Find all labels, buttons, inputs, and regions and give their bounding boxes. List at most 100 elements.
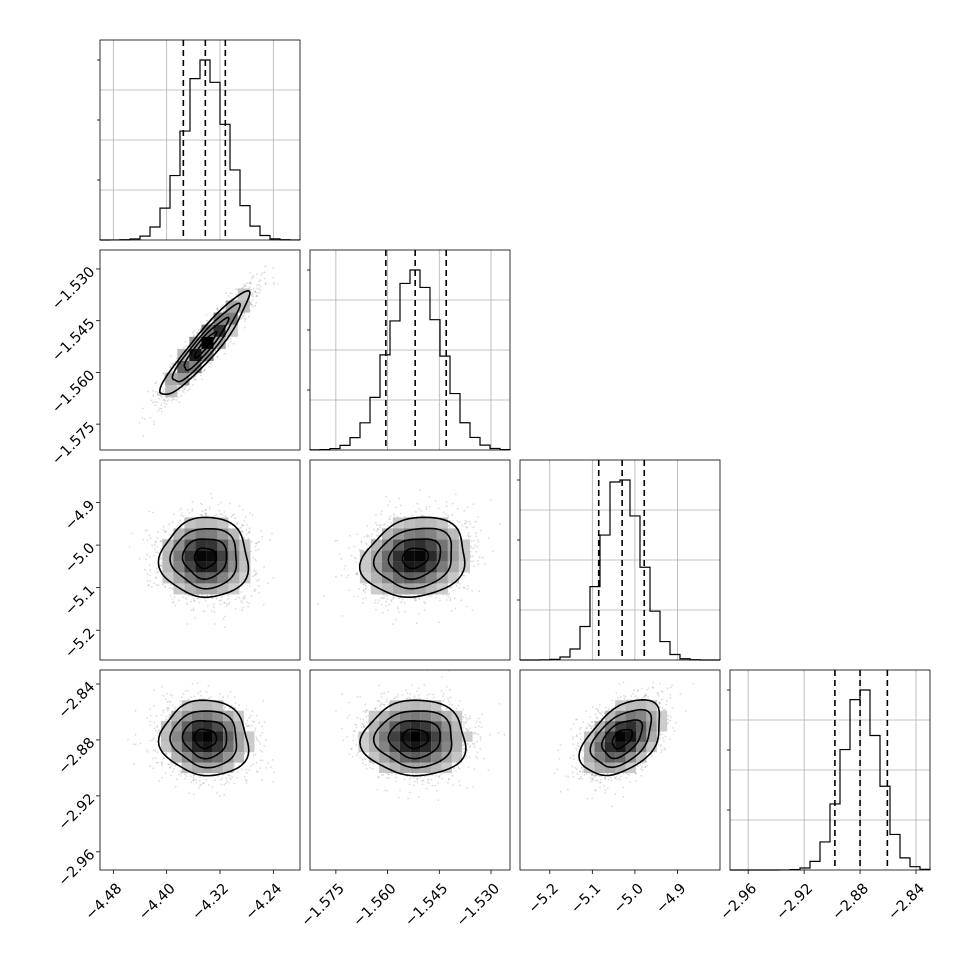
density-cell bbox=[184, 572, 196, 584]
density-cell bbox=[206, 561, 218, 573]
sample-point bbox=[256, 273, 258, 276]
sample-point bbox=[262, 603, 265, 606]
sample-point bbox=[381, 597, 384, 599]
density-cell bbox=[184, 539, 196, 551]
sample-point bbox=[163, 375, 166, 377]
sample-point bbox=[249, 512, 251, 515]
sample-point bbox=[219, 311, 222, 313]
sample-point bbox=[155, 577, 157, 579]
sample-point bbox=[242, 286, 245, 289]
histogram-panel-2 bbox=[517, 459, 721, 661]
sample-point bbox=[146, 580, 149, 582]
density-cell bbox=[184, 528, 196, 540]
sample-point bbox=[244, 318, 247, 321]
sample-point bbox=[162, 399, 165, 401]
density-panel-2-0 bbox=[99, 459, 301, 661]
sample-point bbox=[231, 514, 234, 516]
density-cell bbox=[228, 550, 240, 562]
sample-point bbox=[162, 529, 165, 531]
sample-point bbox=[241, 601, 244, 604]
density-cell bbox=[195, 550, 207, 562]
sample-point bbox=[242, 606, 244, 609]
sample-point bbox=[208, 508, 211, 511]
sample-point bbox=[204, 512, 207, 515]
sample-point bbox=[204, 512, 206, 515]
sample-point bbox=[155, 571, 158, 573]
sample-point bbox=[153, 554, 156, 557]
density-cell bbox=[173, 583, 185, 595]
sample-point bbox=[194, 335, 197, 338]
sample-point bbox=[157, 409, 160, 412]
sample-point bbox=[178, 599, 181, 602]
sample-point bbox=[192, 384, 194, 386]
sample-point bbox=[382, 597, 385, 600]
sample-point bbox=[258, 288, 261, 291]
density-cell bbox=[228, 528, 240, 540]
sample-point bbox=[216, 306, 219, 309]
sample-point bbox=[214, 349, 217, 352]
density-cell bbox=[206, 528, 218, 540]
sample-point bbox=[184, 341, 187, 343]
sample-point bbox=[377, 535, 380, 537]
sample-point bbox=[418, 508, 420, 510]
sample-point bbox=[152, 395, 155, 398]
sample-point bbox=[181, 389, 184, 392]
sample-point bbox=[191, 508, 194, 510]
sample-point bbox=[222, 309, 225, 312]
sample-point bbox=[272, 276, 275, 279]
sample-point bbox=[244, 516, 247, 518]
sample-point bbox=[489, 498, 492, 501]
sample-point bbox=[449, 597, 452, 600]
sample-point bbox=[227, 595, 230, 597]
sample-point bbox=[203, 368, 206, 371]
sample-point bbox=[155, 381, 158, 384]
sample-point bbox=[158, 398, 161, 400]
sample-point bbox=[447, 525, 450, 527]
sample-point bbox=[181, 512, 184, 514]
density-cell bbox=[228, 539, 240, 551]
sample-point bbox=[173, 398, 176, 401]
sample-point bbox=[229, 502, 232, 505]
sample-point bbox=[243, 317, 246, 320]
sample-point bbox=[144, 530, 147, 532]
sample-point bbox=[153, 420, 155, 423]
sample-point bbox=[246, 282, 248, 284]
sample-point bbox=[194, 375, 197, 377]
histogram-step-line bbox=[730, 689, 931, 871]
sample-point bbox=[156, 393, 159, 396]
sample-point bbox=[203, 370, 206, 372]
sample-point bbox=[193, 599, 196, 602]
panel-frame bbox=[729, 669, 931, 871]
sample-point bbox=[164, 405, 167, 408]
sample-point bbox=[221, 304, 224, 307]
sample-point bbox=[186, 508, 189, 511]
sample-point bbox=[222, 514, 225, 516]
density-cell bbox=[217, 539, 229, 551]
sample-point bbox=[254, 290, 256, 293]
sample-point bbox=[162, 583, 164, 586]
sample-point bbox=[205, 514, 207, 517]
sample-point bbox=[247, 605, 250, 608]
sample-point bbox=[244, 285, 247, 288]
sample-point bbox=[152, 511, 154, 514]
sample-point bbox=[171, 597, 174, 600]
sample-point bbox=[193, 329, 196, 332]
sample-point bbox=[212, 606, 215, 609]
sample-point bbox=[235, 299, 238, 301]
sample-point bbox=[229, 524, 232, 526]
sample-point bbox=[241, 524, 244, 527]
sample-point bbox=[142, 435, 145, 437]
sample-point bbox=[232, 342, 235, 345]
density-cell bbox=[165, 373, 178, 386]
contour-level-1 bbox=[169, 528, 238, 590]
sample-point bbox=[172, 398, 175, 401]
sample-point bbox=[250, 541, 253, 543]
sample-point bbox=[160, 396, 163, 398]
sample-point bbox=[213, 623, 216, 625]
sample-point bbox=[180, 395, 183, 397]
sample-point bbox=[248, 531, 251, 533]
sample-point bbox=[240, 599, 243, 602]
sample-point bbox=[462, 586, 465, 589]
sample-point bbox=[152, 401, 154, 404]
